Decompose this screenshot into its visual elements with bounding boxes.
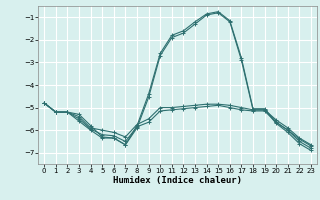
X-axis label: Humidex (Indice chaleur): Humidex (Indice chaleur) (113, 176, 242, 185)
